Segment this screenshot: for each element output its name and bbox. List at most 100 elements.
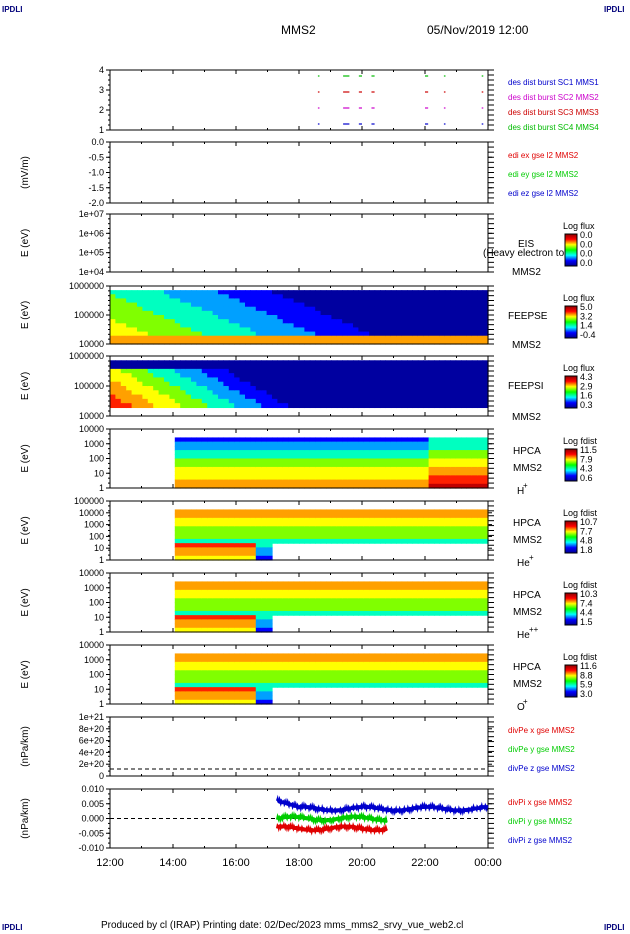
spectrogram-cell — [282, 445, 289, 451]
spectrogram-cell — [336, 517, 343, 523]
panel-frame — [109, 213, 489, 273]
spectrogram-cell — [212, 547, 219, 553]
spectrogram-cell — [180, 555, 187, 561]
spectrogram-cell — [471, 602, 478, 608]
spectrogram-cell — [250, 661, 257, 667]
spectrogram-cell — [331, 398, 338, 404]
spectrogram-cell — [320, 458, 327, 464]
spectrogram-cell — [158, 310, 165, 316]
spectrogram-cell — [347, 602, 354, 608]
spectrogram-cell — [374, 441, 381, 447]
spectrogram-cell — [396, 682, 403, 688]
spectrogram-cell — [374, 458, 381, 464]
spectrogram-cell — [434, 526, 440, 532]
spectrogram-cell — [363, 670, 370, 676]
spectrogram-cell — [228, 657, 235, 663]
spectrogram-cell — [255, 462, 262, 468]
spectrogram-cell — [385, 538, 392, 544]
spectrogram-cell — [320, 517, 327, 523]
spectrogram-cell — [396, 323, 403, 329]
spectrogram-cell — [347, 610, 354, 616]
spectrogram-cell — [191, 543, 197, 548]
spectrogram-cell — [180, 534, 187, 540]
spectrogram-cell — [234, 551, 241, 557]
spectrogram-cell — [239, 594, 246, 599]
spectrogram-cell — [153, 319, 160, 324]
spectrogram-cell — [320, 390, 327, 396]
spectrogram-cell — [439, 360, 446, 366]
spectrogram-cell — [304, 331, 311, 337]
spectrogram-cell — [223, 437, 230, 443]
spectrogram-cell — [358, 471, 365, 476]
spectrogram-cell — [255, 471, 262, 476]
spectrogram-cell — [331, 522, 338, 527]
spectrogram-cell — [326, 466, 332, 472]
spectrogram-cell — [363, 682, 370, 688]
spectrogram-cell — [428, 522, 435, 527]
spectrogram-cell — [266, 327, 273, 333]
spectrogram-cell — [455, 653, 462, 659]
spectrogram-cell — [293, 331, 300, 337]
spectrogram-cell — [169, 364, 176, 370]
spectrogram-cell — [131, 339, 138, 345]
spectrogram-cell — [358, 594, 365, 599]
spectrogram-cell — [228, 386, 235, 391]
spectrogram-cell — [353, 377, 359, 383]
spectrogram-cell — [185, 475, 192, 481]
spectrogram-cell — [250, 450, 257, 455]
spectrogram-cell — [272, 657, 278, 663]
spectrogram-cell — [185, 627, 192, 633]
spectrogram-cell — [266, 294, 273, 300]
spectrogram-cell — [363, 661, 370, 667]
spectrogram-cell — [272, 403, 278, 409]
spectrogram-cell — [174, 615, 181, 620]
spectrogram-cell — [180, 695, 187, 701]
spectrogram-cell — [115, 302, 122, 308]
spectrogram-cell — [174, 394, 181, 400]
spectrogram-cell — [255, 306, 262, 312]
spectrogram-cell — [417, 302, 424, 308]
spectrogram-cell — [466, 290, 473, 295]
spectrogram-cell — [142, 327, 149, 333]
spectrogram-cell — [288, 513, 295, 519]
spectrogram-cell — [434, 670, 440, 676]
spectrogram-cell — [234, 327, 241, 333]
spectrogram-cell — [212, 323, 219, 329]
spectrogram-cell — [477, 381, 484, 387]
spectrogram-cell — [245, 364, 251, 370]
spectrogram-cell — [471, 678, 478, 684]
spectrogram-cell — [272, 471, 278, 476]
spectrogram-cell — [390, 610, 397, 616]
spectrogram-cell — [250, 589, 257, 595]
spectrogram-cell — [331, 661, 338, 667]
spectrogram-cell — [428, 666, 435, 671]
spectrogram-cell — [234, 445, 241, 451]
spectrogram-cell — [439, 522, 446, 527]
spectrogram-cell — [482, 530, 489, 536]
spectrogram-cell — [363, 306, 370, 312]
spacecraft-label: MMS2 — [513, 679, 542, 690]
spectrogram-cell — [255, 602, 262, 608]
spectrogram-cell — [450, 462, 457, 468]
spectrogram-cell — [439, 445, 446, 451]
spectrogram-cell — [239, 475, 246, 481]
spectrogram-cell — [169, 394, 176, 400]
spectrogram-cell — [363, 581, 370, 587]
spectrogram-cell — [207, 653, 214, 659]
spectrogram-cell — [466, 534, 473, 540]
spectrogram-cell — [218, 302, 224, 308]
spectrogram-cell — [196, 526, 203, 532]
spectrogram-cell — [228, 450, 235, 455]
spectrogram-cell — [196, 691, 203, 697]
spectrogram-cell — [434, 479, 440, 485]
spectrogram-cell — [342, 441, 349, 447]
spectrogram-cell — [363, 454, 370, 460]
spectrogram-cell — [169, 403, 176, 409]
spectrogram-cell — [245, 581, 251, 587]
spectrogram-cell — [169, 294, 176, 300]
spectrogram-cell — [326, 398, 332, 404]
spectrogram-cell — [234, 627, 241, 633]
spectrogram-cell — [358, 670, 365, 676]
spectrogram-cell — [423, 441, 430, 447]
spectrogram-cell — [255, 534, 262, 540]
